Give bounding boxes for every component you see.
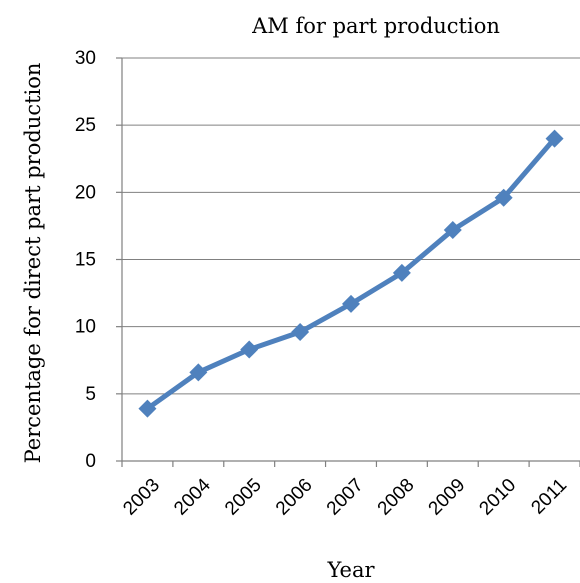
y-tick-label: 20: [75, 182, 96, 203]
data-point-2006: [291, 323, 310, 342]
data-point-2005: [240, 340, 259, 359]
data-point-2007: [342, 294, 360, 313]
y-axis-ticks: 0 5 10 15 20 25 30: [75, 48, 122, 472]
data-point-2003: [138, 399, 157, 418]
gridlines: [122, 57, 580, 395]
chart-title: AM for part production: [251, 14, 500, 38]
y-axis-label: Percentage for direct part production: [21, 63, 45, 464]
series-layer: [138, 129, 564, 418]
x-tick-label: 2003: [119, 475, 164, 520]
x-tick-label: 2009: [425, 475, 470, 520]
y-tick-label: 10: [75, 317, 96, 338]
x-axis-label: Year: [326, 558, 375, 582]
y-tick-label: 0: [85, 451, 96, 472]
y-tick-label: 5: [85, 384, 96, 405]
series-line: [144, 136, 558, 412]
y-tick-label: 25: [75, 115, 96, 136]
x-tick-label: 2005: [221, 475, 266, 520]
data-point-2010: [494, 188, 513, 207]
x-tick-label: 2004: [170, 474, 215, 519]
x-tick-label: 2007: [323, 475, 368, 520]
data-point-2004: [189, 363, 208, 382]
x-tick-label: 2010: [476, 475, 521, 520]
x-tick-label: 2006: [272, 475, 317, 520]
y-tick-label: 15: [75, 250, 96, 271]
data-point-2008: [392, 263, 411, 282]
x-tick-label: 2008: [374, 475, 419, 520]
data-point-2011: [545, 129, 564, 148]
y-tick-label: 30: [75, 48, 96, 69]
x-tick-label: 2011: [527, 475, 571, 519]
data-point-2009: [443, 220, 462, 239]
x-axis-ticks: 2003 2004 2005 2006 2007 2008 2009 2010 2011: [119, 461, 580, 519]
